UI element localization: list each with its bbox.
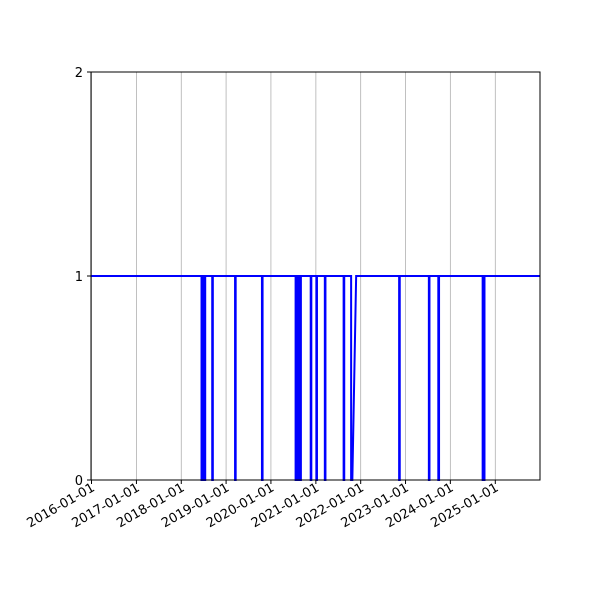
series-line bbox=[91, 275, 540, 481]
y-tick-label: 1 bbox=[75, 270, 83, 285]
y-tick-label: 2 bbox=[75, 66, 83, 81]
y-tick-label: 0 bbox=[75, 474, 83, 489]
plot-area bbox=[91, 275, 540, 481]
